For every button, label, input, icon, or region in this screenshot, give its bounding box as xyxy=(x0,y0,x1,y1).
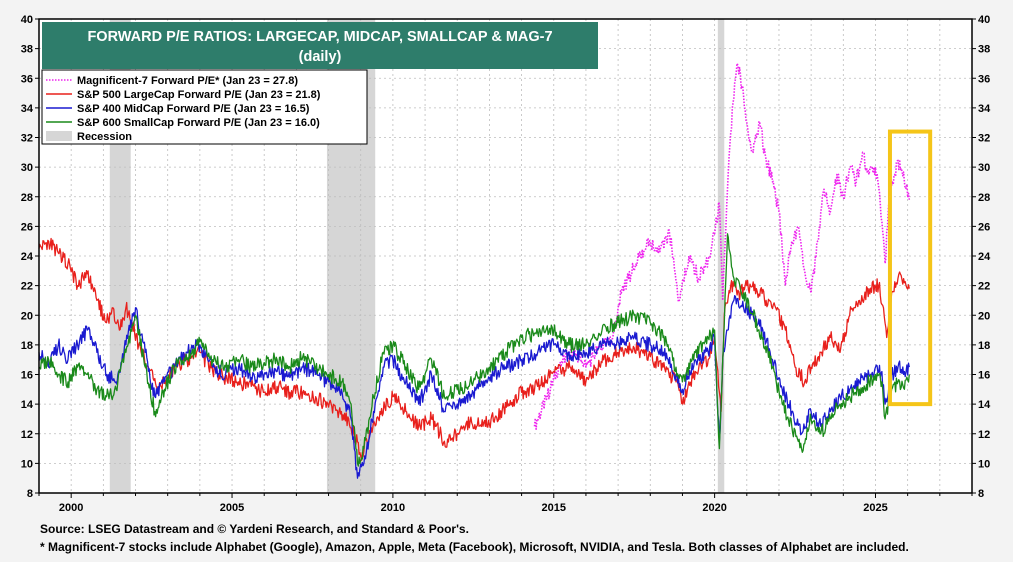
series-line-sp600 xyxy=(38,233,910,467)
chart-subtitle: (daily) xyxy=(299,49,342,65)
x-tick-label-2010: 2010 xyxy=(381,502,405,514)
y-tick-label-left-26: 26 xyxy=(21,221,33,233)
legend-label-sp600: S&P 600 SmallCap Forward P/E (Jan 23 = 1… xyxy=(77,117,320,129)
y-tick-label-left-8: 8 xyxy=(27,488,33,500)
y-tick-label-left-16: 16 xyxy=(21,370,33,382)
source-note: Source: LSEG Datastream and © Yardeni Re… xyxy=(40,522,469,536)
x-tick-label-2005: 2005 xyxy=(220,502,244,514)
y-tick-label-right-28: 28 xyxy=(978,192,990,204)
x-tick-label-2000: 2000 xyxy=(59,502,83,514)
y-tick-label-left-10: 10 xyxy=(21,458,33,470)
legend-swatch-recession xyxy=(46,131,72,141)
title-box: FORWARD P/E RATIOS: LARGECAP, MIDCAP, SM… xyxy=(42,22,598,69)
y-tick-label-right-18: 18 xyxy=(978,340,990,352)
series-line-sp400 xyxy=(38,295,910,479)
y-tick-label-left-12: 12 xyxy=(21,429,33,441)
y-tick-label-left-38: 38 xyxy=(21,44,33,56)
legend: Magnificent-7 Forward P/E* (Jan 23 = 27.… xyxy=(41,69,368,145)
y-tick-label-right-16: 16 xyxy=(978,370,990,382)
y-tick-label-left-22: 22 xyxy=(21,281,33,293)
highlight-box xyxy=(887,129,933,407)
y-tick-label-left-34: 34 xyxy=(21,103,34,115)
y-tick-label-right-40: 40 xyxy=(978,14,990,26)
x-tick-label-2015: 2015 xyxy=(542,502,566,514)
y-tick-label-right-8: 8 xyxy=(978,488,984,500)
chart-title: FORWARD P/E RATIOS: LARGECAP, MIDCAP, SM… xyxy=(87,29,552,45)
y-tick-label-left-36: 36 xyxy=(21,73,33,85)
y-tick-label-left-20: 20 xyxy=(21,310,33,322)
y-tick-label-right-36: 36 xyxy=(978,73,990,85)
y-tick-label-left-32: 32 xyxy=(21,133,33,145)
y-tick-label-left-14: 14 xyxy=(21,399,34,411)
y-tick-label-right-38: 38 xyxy=(978,44,990,56)
y-tick-label-left-40: 40 xyxy=(21,14,33,26)
y-tick-label-right-32: 32 xyxy=(978,133,990,145)
chart-notes: Source: LSEG Datastream and © Yardeni Re… xyxy=(40,520,909,556)
legend-label-sp400: S&P 400 MidCap Forward P/E (Jan 23 = 16.… xyxy=(77,103,310,115)
y-tick-label-right-12: 12 xyxy=(978,429,990,441)
y-tick-label-left-24: 24 xyxy=(21,251,34,263)
legend-label-recession: Recession xyxy=(77,131,132,143)
y-tick-label-left-30: 30 xyxy=(21,162,33,174)
legend-label-sp500: S&P 500 LargeCap Forward P/E (Jan 23 = 2… xyxy=(77,89,321,101)
x-tick-label-2020: 2020 xyxy=(702,502,726,514)
y-tick-label-right-20: 20 xyxy=(978,310,990,322)
y-tick-label-right-30: 30 xyxy=(978,162,990,174)
y-tick-label-left-18: 18 xyxy=(21,340,33,352)
y-tick-label-left-28: 28 xyxy=(21,192,33,204)
recession-band-2 xyxy=(717,19,725,493)
x-tick-label-2025: 2025 xyxy=(863,502,887,514)
y-tick-label-right-24: 24 xyxy=(978,251,991,263)
legend-label-mag7: Magnificent-7 Forward P/E* (Jan 23 = 27.… xyxy=(77,75,298,87)
y-tick-label-right-34: 34 xyxy=(978,103,991,115)
y-tick-label-right-14: 14 xyxy=(978,399,991,411)
footnote: * Magnificent-7 stocks include Alphabet … xyxy=(40,540,909,554)
y-tick-label-right-26: 26 xyxy=(978,221,990,233)
y-tick-label-right-22: 22 xyxy=(978,281,990,293)
y-tick-label-right-10: 10 xyxy=(978,458,990,470)
